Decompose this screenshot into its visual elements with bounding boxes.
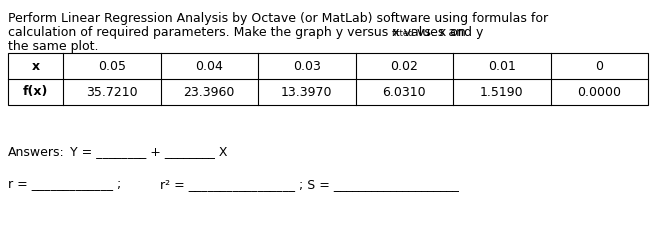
Text: the same plot.: the same plot. bbox=[8, 40, 98, 53]
Text: 0: 0 bbox=[595, 60, 604, 72]
Text: 6.0310: 6.0310 bbox=[382, 85, 426, 98]
Text: calculation of required parameters. Make the graph y versus x values and y: calculation of required parameters. Make… bbox=[8, 26, 483, 39]
Text: 0.02: 0.02 bbox=[390, 60, 418, 72]
Text: 0.01: 0.01 bbox=[488, 60, 516, 72]
Text: 13.3970: 13.3970 bbox=[281, 85, 333, 98]
Text: x: x bbox=[31, 60, 39, 72]
Text: Answers:: Answers: bbox=[8, 145, 65, 158]
Text: 1.5190: 1.5190 bbox=[480, 85, 523, 98]
Text: Perform Linear Regression Analysis by Octave (or MatLab) software using formulas: Perform Linear Regression Analysis by Oc… bbox=[8, 12, 548, 25]
Text: vs. x on: vs. x on bbox=[413, 26, 466, 39]
Text: Y = ________ + ________ X: Y = ________ + ________ X bbox=[70, 145, 228, 158]
Text: 0.0000: 0.0000 bbox=[577, 85, 621, 98]
Text: r² = _________________ ; S = ____________________: r² = _________________ ; S = ___________… bbox=[160, 179, 459, 192]
Text: 0.04: 0.04 bbox=[195, 60, 223, 72]
Text: fitted: fitted bbox=[392, 29, 415, 38]
Bar bbox=[8, 53, 648, 105]
Text: r = _____________ ;: r = _____________ ; bbox=[8, 179, 121, 192]
Text: 35.7210: 35.7210 bbox=[86, 85, 138, 98]
Text: f(x): f(x) bbox=[23, 85, 48, 98]
Text: 0.03: 0.03 bbox=[293, 60, 321, 72]
Text: 0.05: 0.05 bbox=[98, 60, 126, 72]
Text: 23.3960: 23.3960 bbox=[184, 85, 235, 98]
